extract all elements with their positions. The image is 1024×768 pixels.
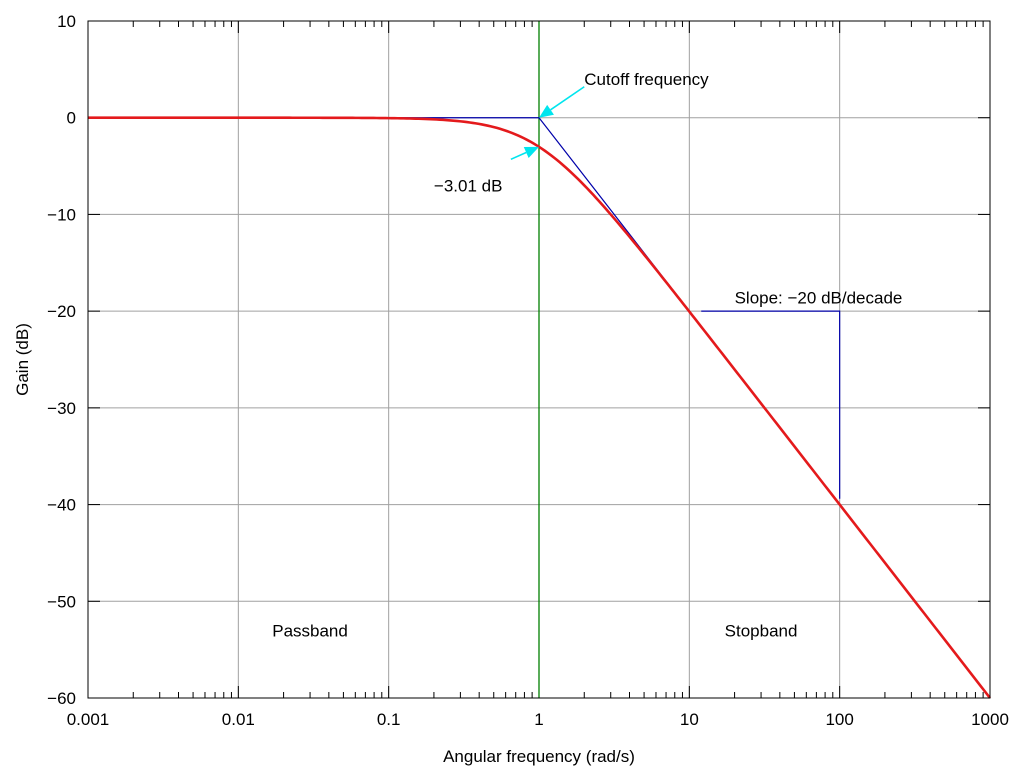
- y-tick-label: −50: [47, 592, 76, 611]
- x-tick-label: 100: [825, 710, 853, 729]
- cutoff-frequency-annotation: Cutoff frequency: [584, 70, 709, 89]
- slope-triangle: [701, 310, 841, 499]
- annotation-arrows: [510, 86, 585, 161]
- y-tick-labels: 10 0 −10 −20 −30 −40 −50 −60: [47, 12, 76, 708]
- y-tick-label: −20: [47, 302, 76, 321]
- y-axis-label: Gain (dB): [13, 323, 32, 396]
- y-tick-label: −60: [47, 689, 76, 708]
- minus-3db-annotation: −3.01 dB: [434, 176, 503, 195]
- gain-response-curve: [88, 116, 992, 699]
- y-tick-label: −40: [47, 496, 76, 515]
- x-axis-label: Angular frequency (rad/s): [443, 747, 635, 766]
- plot-frame: [87, 20, 991, 699]
- y-tick-label: −10: [47, 205, 76, 224]
- arrow-shaft: [510, 151, 527, 161]
- x-tick-labels: 0.001 0.01 0.1 1 10 100 1000: [67, 710, 1009, 729]
- y-tick-label: 0: [67, 109, 76, 128]
- y-tick-label: 10: [57, 12, 76, 31]
- slope-annotation: Slope: −20 dB/decade: [735, 289, 903, 308]
- stopband-label: Stopband: [725, 621, 798, 640]
- x-tick-label: 0.01: [222, 710, 255, 729]
- x-tick-label: 0.001: [67, 710, 110, 729]
- arrow-head: [539, 104, 554, 118]
- arrow-shaft: [550, 86, 585, 111]
- arrow-head: [523, 146, 539, 158]
- x-tick-label: 0.1: [377, 710, 401, 729]
- x-tick-label: 1: [534, 710, 543, 729]
- x-tick-label: 10: [680, 710, 699, 729]
- x-tick-label: 1000: [971, 710, 1009, 729]
- passband-label: Passband: [272, 621, 348, 640]
- y-tick-label: −30: [47, 399, 76, 418]
